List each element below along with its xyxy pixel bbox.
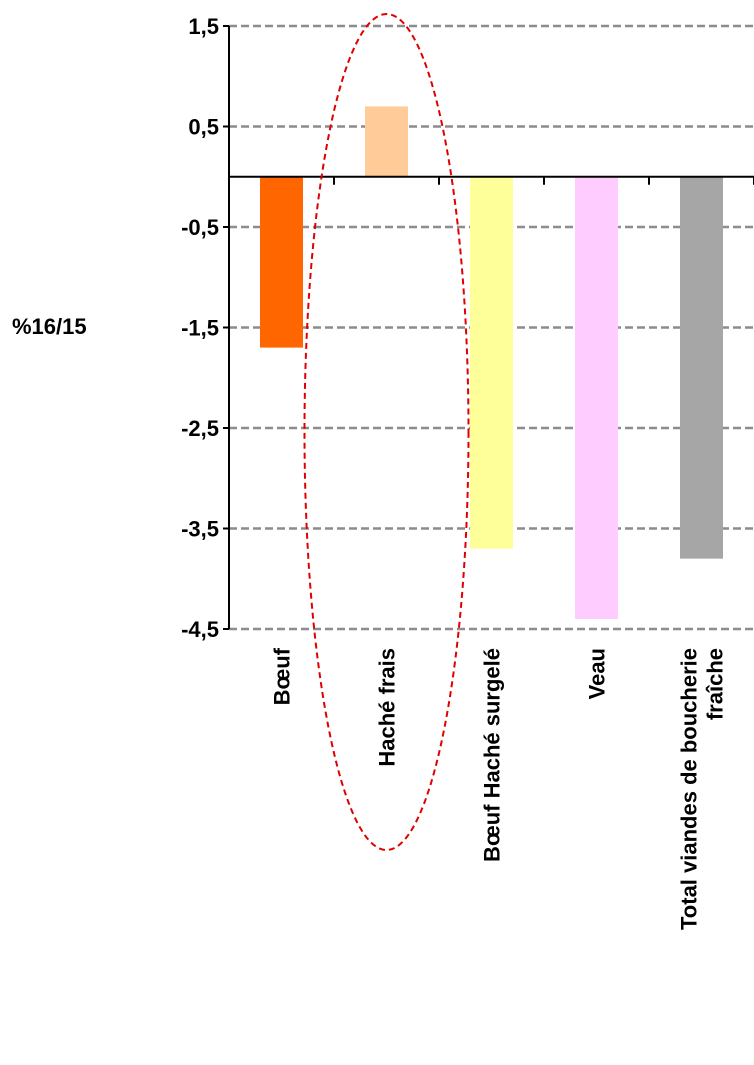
x-tick-label: Haché frais [375,648,400,767]
labels: 1,5 0,5 -0,5 -1,5 -2,5 -3,5 -4,5 Bœuf Haché frai… [181,14,727,930]
bar [470,176,513,549]
bar [575,176,618,619]
x-tick-label: Veau [585,648,610,699]
x-tick-label: Total viandes de boucherie [677,648,702,930]
x-tick-label: Bœuf [270,647,295,705]
y-tick-label: 0,5 [188,115,219,140]
bar [260,176,303,348]
y-tick-label: -2,5 [181,416,219,441]
y-tick-label: 1,5 [188,14,219,39]
bar [680,176,723,559]
bars [260,106,723,619]
y-axis-label: %16/15 [12,314,87,339]
highlight-ellipse [303,13,470,851]
bar [365,106,408,177]
gridlines [229,24,754,631]
axes [223,25,754,630]
y-tick-label: -0,5 [181,215,219,240]
y-tick-label: -3,5 [181,517,219,542]
y-tick-label: -4,5 [181,617,219,642]
y-tick-label: -1,5 [181,316,219,341]
highlight-ellipse-shape [303,13,470,851]
x-tick-label: fraîche [703,648,728,720]
x-tick-label: Bœuf Haché surgelé [480,648,505,862]
